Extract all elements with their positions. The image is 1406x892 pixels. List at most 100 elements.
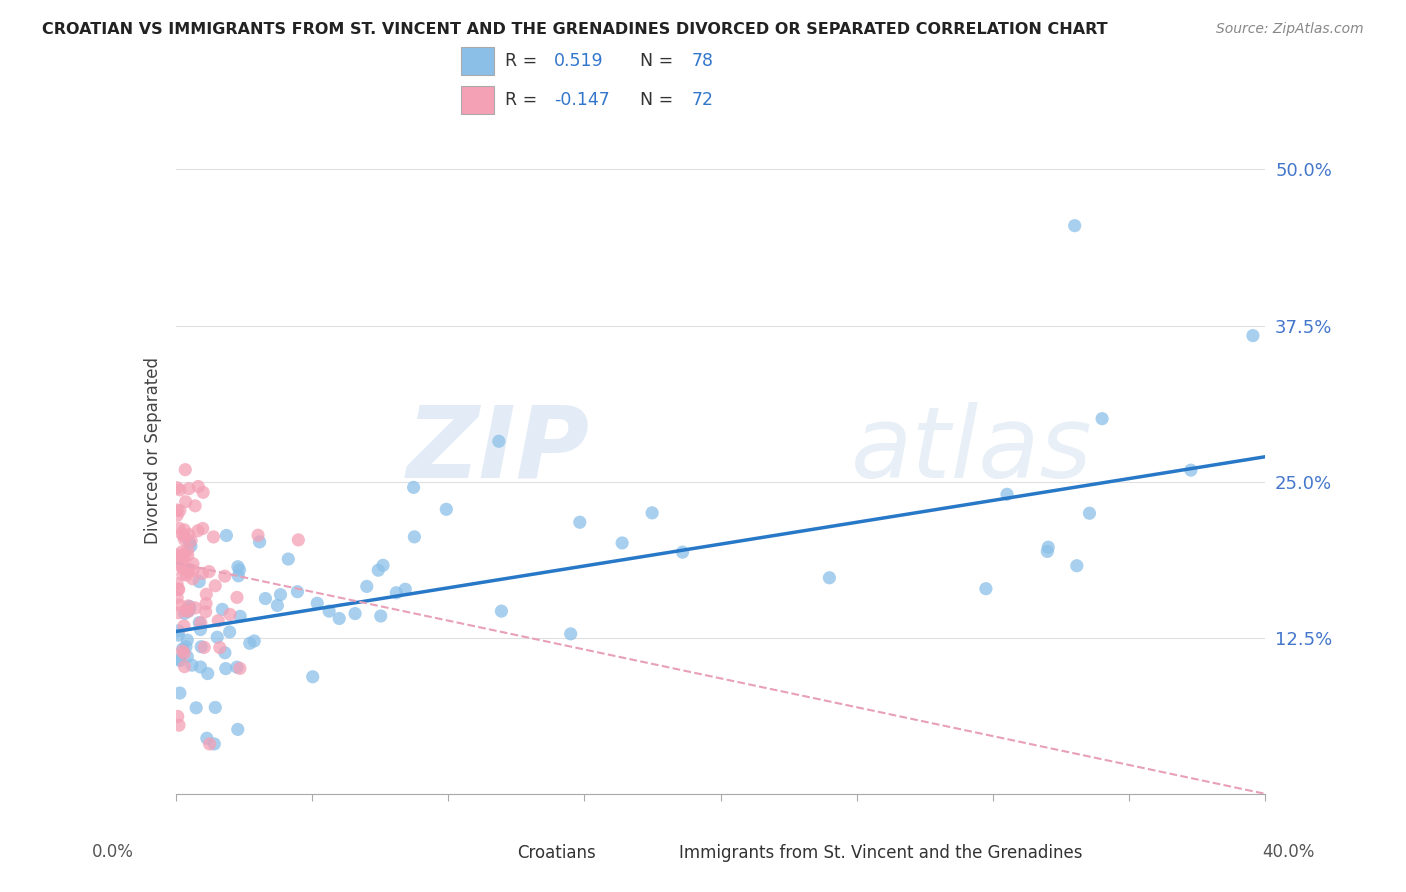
- Point: [229, 609, 252, 624]
- Point: [1241, 328, 1264, 343]
- Point: [167, 718, 190, 732]
- Point: [202, 530, 225, 544]
- Text: 72: 72: [692, 91, 713, 109]
- Text: atlas: atlas: [852, 402, 1092, 499]
- Point: [1180, 463, 1202, 477]
- Point: [225, 660, 247, 674]
- Point: [174, 640, 197, 654]
- Text: N =: N =: [640, 91, 679, 109]
- Point: [226, 723, 249, 737]
- Point: [167, 582, 190, 597]
- Point: [671, 545, 693, 559]
- Point: [166, 508, 188, 523]
- Point: [167, 550, 190, 565]
- Point: [191, 521, 214, 535]
- Point: [173, 607, 195, 621]
- FancyBboxPatch shape: [461, 46, 494, 75]
- Point: [269, 588, 291, 602]
- Point: [371, 558, 394, 573]
- Point: [318, 604, 340, 618]
- Point: [190, 660, 212, 674]
- Text: -0.147: -0.147: [554, 91, 610, 109]
- Point: [166, 503, 188, 517]
- Point: [177, 549, 200, 563]
- Point: [277, 552, 299, 566]
- Point: [177, 527, 200, 541]
- Point: [172, 544, 194, 558]
- Point: [215, 528, 238, 542]
- Point: [187, 479, 209, 493]
- Point: [167, 582, 190, 597]
- Point: [173, 659, 195, 673]
- Point: [167, 652, 190, 666]
- Point: [249, 534, 271, 549]
- Point: [172, 567, 194, 582]
- Point: [356, 579, 378, 593]
- Point: [166, 548, 188, 562]
- Point: [228, 563, 250, 577]
- Point: [1066, 558, 1088, 573]
- FancyBboxPatch shape: [461, 86, 494, 114]
- Point: [218, 624, 240, 639]
- Text: Croatians: Croatians: [517, 844, 596, 862]
- Point: [229, 661, 252, 675]
- Point: [568, 515, 591, 529]
- Point: [176, 568, 198, 582]
- Point: [180, 539, 202, 553]
- Point: [172, 548, 194, 562]
- Text: R =: R =: [505, 91, 543, 109]
- Point: [169, 483, 191, 497]
- Point: [186, 700, 208, 714]
- Point: [179, 602, 201, 616]
- Point: [226, 591, 249, 605]
- Point: [177, 543, 200, 558]
- Point: [177, 562, 200, 576]
- Point: [173, 529, 195, 543]
- Point: [170, 526, 193, 541]
- Point: [167, 628, 190, 642]
- Point: [177, 604, 200, 618]
- Point: [173, 646, 195, 660]
- Point: [166, 709, 188, 723]
- Point: [190, 640, 212, 654]
- Point: [166, 576, 188, 591]
- Point: [287, 533, 309, 547]
- Point: [239, 636, 262, 650]
- Point: [254, 591, 277, 606]
- Point: [169, 503, 191, 517]
- Point: [995, 487, 1018, 501]
- Point: [166, 591, 188, 605]
- Point: [177, 482, 200, 496]
- Point: [208, 640, 231, 655]
- Point: [172, 641, 194, 656]
- Point: [166, 481, 188, 495]
- Point: [214, 646, 236, 660]
- Text: ZIP: ZIP: [406, 402, 591, 499]
- Point: [193, 640, 215, 655]
- Point: [167, 624, 190, 638]
- Point: [207, 614, 229, 628]
- Point: [204, 579, 226, 593]
- Text: N =: N =: [640, 52, 679, 70]
- Text: Immigrants from St. Vincent and the Grenadines: Immigrants from St. Vincent and the Gren…: [679, 844, 1083, 862]
- Point: [187, 524, 209, 538]
- Point: [184, 601, 207, 615]
- Point: [172, 644, 194, 658]
- Point: [174, 494, 197, 508]
- Point: [205, 630, 228, 644]
- Text: R =: R =: [505, 52, 543, 70]
- Point: [1036, 544, 1059, 558]
- Point: [197, 666, 219, 681]
- Point: [974, 582, 997, 596]
- Point: [610, 536, 633, 550]
- Point: [190, 623, 212, 637]
- Text: Source: ZipAtlas.com: Source: ZipAtlas.com: [1216, 22, 1364, 37]
- Point: [195, 731, 218, 746]
- Point: [404, 530, 426, 544]
- Point: [181, 557, 204, 571]
- Point: [167, 558, 190, 572]
- Point: [301, 670, 323, 684]
- Point: [179, 536, 201, 550]
- Point: [307, 596, 329, 610]
- Point: [214, 569, 236, 583]
